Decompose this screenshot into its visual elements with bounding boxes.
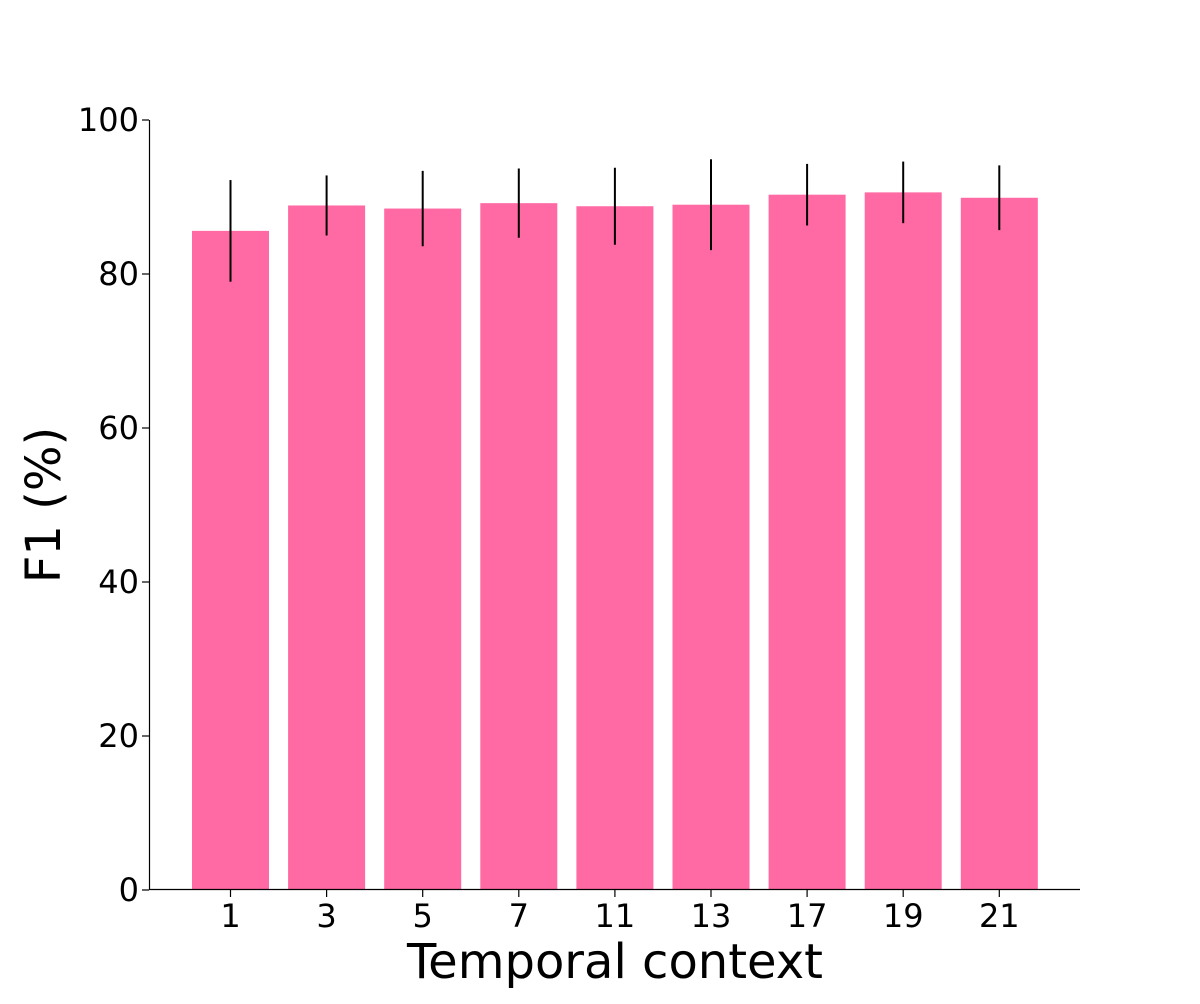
bar xyxy=(192,230,269,890)
x-tick-label: 19 xyxy=(883,897,924,935)
x-tick-label: 7 xyxy=(509,897,529,935)
x-axis-title: Temporal context xyxy=(406,934,823,990)
x-tick-label: 11 xyxy=(595,897,636,935)
bar xyxy=(768,194,846,890)
y-tick-label: 60 xyxy=(98,409,139,447)
x-tick-label: 17 xyxy=(787,897,828,935)
x-tick-label: 21 xyxy=(979,897,1020,935)
bar xyxy=(288,205,366,891)
x-ticks: 1 3 5 7 11 13 17 19 21 xyxy=(220,890,1020,935)
y-tick-label: 80 xyxy=(98,255,139,293)
bar xyxy=(672,204,750,890)
error-bars-layer xyxy=(229,159,1001,282)
x-tick-label: 3 xyxy=(316,897,336,935)
bar xyxy=(480,203,558,890)
bar xyxy=(576,206,654,891)
bar xyxy=(384,208,462,891)
x-tick-label: 5 xyxy=(413,897,433,935)
y-tick-label: 100 xyxy=(78,101,139,139)
bar xyxy=(960,197,1038,890)
x-tick-label: 13 xyxy=(691,897,732,935)
x-tick-label: 1 xyxy=(220,897,240,935)
y-tick-label: 0 xyxy=(119,871,139,909)
y-tick-label: 40 xyxy=(98,563,139,601)
y-axis-title: F1 (%) xyxy=(16,427,72,583)
bar xyxy=(864,192,942,890)
axes-layer xyxy=(148,120,1080,891)
bars-layer xyxy=(192,192,1038,891)
y-tick-label: 20 xyxy=(98,717,139,755)
y-ticks: 0 20 40 60 80 100 xyxy=(78,101,149,909)
